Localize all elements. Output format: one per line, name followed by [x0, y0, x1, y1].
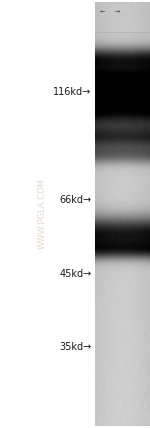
- Text: →: →: [114, 8, 120, 13]
- Text: 66kd→: 66kd→: [59, 195, 92, 205]
- Text: 45kd→: 45kd→: [59, 269, 92, 279]
- Text: 35kd→: 35kd→: [59, 342, 92, 352]
- Text: WWW.PGLA.COM: WWW.PGLA.COM: [38, 178, 46, 250]
- Text: 116kd→: 116kd→: [53, 87, 92, 97]
- Text: ←: ←: [99, 8, 105, 13]
